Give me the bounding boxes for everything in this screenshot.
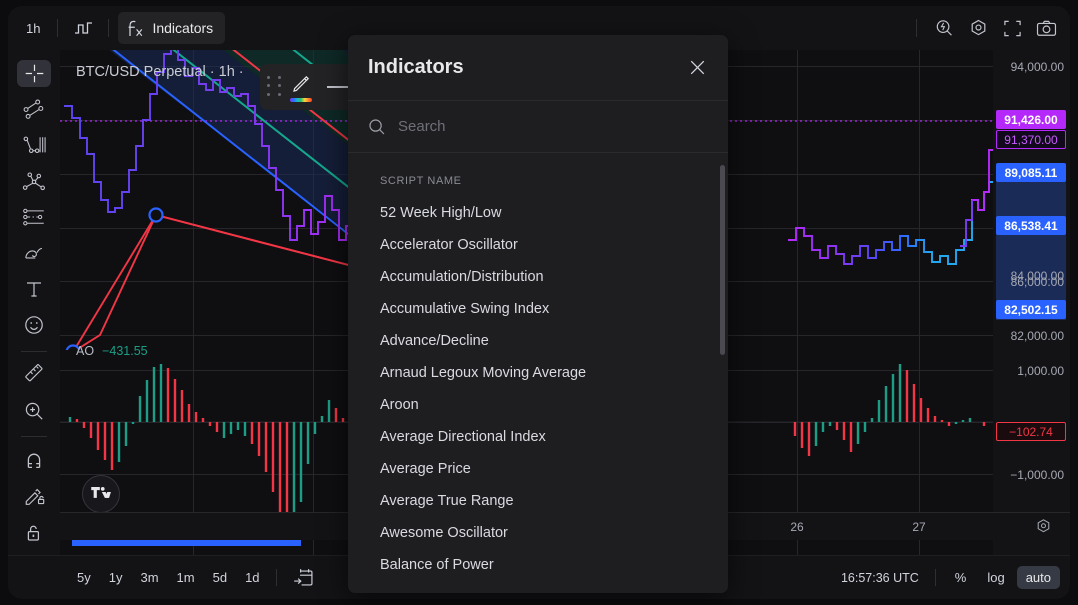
- fx-icon: [127, 19, 144, 38]
- tradingview-logo: [82, 475, 120, 513]
- log-scale-button[interactable]: log: [987, 570, 1005, 585]
- list-item[interactable]: Average Price: [380, 461, 471, 477]
- price-tick: 94,000.00: [1010, 60, 1064, 74]
- chart-type-button[interactable]: [67, 13, 99, 43]
- time-tick: 26: [790, 520, 804, 534]
- range-5y-button[interactable]: 5y: [77, 570, 91, 585]
- toolbar-divider: [916, 19, 917, 37]
- toolbar-divider: [275, 569, 277, 586]
- toolbar-divider: [57, 19, 59, 37]
- range-5d-button[interactable]: 5d: [212, 570, 228, 585]
- alert-search-icon[interactable]: [928, 13, 960, 43]
- dialog-header: Indicators: [348, 35, 728, 101]
- time-tick: 27: [912, 520, 926, 534]
- dialog-title: Indicators: [368, 56, 464, 78]
- list-item[interactable]: Average True Range: [380, 493, 514, 509]
- dialog-search-bar[interactable]: [348, 101, 728, 153]
- left-drawing-toolbar: [8, 50, 60, 555]
- crosshair-cursor-tool[interactable]: [17, 60, 51, 87]
- line-style-icon[interactable]: [327, 86, 349, 88]
- top-toolbar: 1h Indicators: [8, 6, 1070, 50]
- price-tag-level: 82,502.15: [996, 300, 1066, 319]
- pencil-icon[interactable]: [285, 73, 317, 102]
- price-axis[interactable]: 94,000.00 92,000.00 90,000.00 88,000.00 …: [993, 50, 1070, 555]
- list-item[interactable]: Accumulative Swing Index: [380, 301, 550, 317]
- indicators-label: Indicators: [152, 20, 214, 36]
- stay-in-drawing-mode-tool[interactable]: [17, 483, 51, 510]
- range-1m-button[interactable]: 1m: [176, 570, 195, 585]
- list-item[interactable]: Average Directional Index: [380, 429, 546, 445]
- range-1d-button[interactable]: 1d: [245, 570, 260, 585]
- price-tick: 86,000.00: [1010, 275, 1064, 289]
- text-tool[interactable]: [17, 276, 51, 303]
- range-3m-button[interactable]: 3m: [140, 570, 159, 585]
- toolbar-divider: [21, 436, 47, 438]
- camera-icon[interactable]: [1030, 13, 1062, 43]
- ao-legend-label: AO: [76, 344, 95, 358]
- floating-drawing-toolbar[interactable]: [260, 64, 356, 110]
- chart-symbol-title[interactable]: BTC/USD Perpetual · 1h ·: [76, 64, 244, 80]
- list-item[interactable]: Balance of Power: [380, 557, 494, 573]
- price-tick: −1,000.00: [1010, 468, 1064, 482]
- brush-tool[interactable]: [17, 240, 51, 267]
- list-item[interactable]: Advance/Decline: [380, 333, 489, 349]
- clock-label[interactable]: 16:57:36 UTC: [840, 570, 919, 585]
- dialog-list-body[interactable]: SCRIPT NAME 52 Week High/Low Accelerator…: [348, 153, 728, 593]
- price-tag-prev: 91,370.00: [996, 130, 1066, 149]
- ao-legend[interactable]: AO −431.55: [76, 344, 148, 358]
- ao-legend-value: −431.55: [102, 344, 148, 358]
- timeframe-button[interactable]: 1h: [26, 20, 41, 36]
- list-item[interactable]: 52 Week High/Low: [380, 205, 502, 221]
- time-axis-settings-icon[interactable]: [1035, 518, 1052, 535]
- goto-date-icon[interactable]: [284, 564, 322, 591]
- dialog-scrollbar[interactable]: [720, 165, 725, 355]
- list-item[interactable]: Awesome Oscillator: [380, 525, 508, 541]
- price-tick: 84,000.00: [1010, 269, 1064, 283]
- price-tag-level: 86,538.41: [996, 216, 1066, 235]
- percent-scale-button[interactable]: %: [954, 570, 967, 585]
- indicators-dialog: Indicators SCRIPT NAME 52 Week High/Low …: [348, 35, 728, 593]
- zoom-in-tool[interactable]: [17, 397, 51, 424]
- price-range-band: [996, 165, 1066, 320]
- price-tag-current: 91,426.00: [996, 110, 1066, 129]
- search-input[interactable]: [398, 118, 708, 135]
- price-tick: 1,000.00: [1017, 364, 1064, 378]
- close-icon[interactable]: [684, 55, 710, 81]
- bottom-toolbar-right: 16:57:36 UTC % log auto: [841, 566, 1060, 589]
- ao-value-tag: −102.74: [996, 422, 1066, 441]
- toolbar-divider: [108, 19, 110, 37]
- search-icon: [368, 118, 386, 136]
- fullscreen-icon[interactable]: [996, 13, 1028, 43]
- toolbar-divider: [21, 350, 47, 352]
- trend-line-tool[interactable]: [17, 96, 51, 123]
- measure-ruler-tool[interactable]: [17, 361, 51, 388]
- list-item[interactable]: Accumulation/Distribution: [380, 269, 544, 285]
- auto-scale-button[interactable]: auto: [1016, 566, 1060, 589]
- list-item[interactable]: Accelerator Oscillator: [380, 237, 518, 253]
- magnet-tool[interactable]: [17, 447, 51, 474]
- list-item[interactable]: Aroon: [380, 397, 419, 413]
- pitchfork-tool[interactable]: [17, 168, 51, 195]
- settings-hexagon-icon[interactable]: [962, 13, 994, 43]
- long-position-tool[interactable]: [17, 204, 51, 231]
- script-name-column-header: SCRIPT NAME: [380, 175, 462, 187]
- color-gradient-swatch[interactable]: [290, 97, 312, 102]
- emoji-tool[interactable]: [17, 312, 51, 339]
- range-1y-button[interactable]: 1y: [108, 570, 123, 585]
- fib-retracement-tool[interactable]: [17, 132, 51, 159]
- drag-dots-icon[interactable]: [267, 76, 285, 98]
- list-item[interactable]: Arnaud Legoux Moving Average: [380, 365, 587, 381]
- indicators-button[interactable]: Indicators: [118, 12, 226, 44]
- price-tag-level: 89,085.11: [996, 163, 1066, 182]
- price-tick: 82,000.00: [1010, 329, 1064, 343]
- lock-drawings-tool[interactable]: [17, 519, 51, 546]
- top-toolbar-right: [907, 6, 1062, 50]
- toolbar-divider: [934, 569, 936, 586]
